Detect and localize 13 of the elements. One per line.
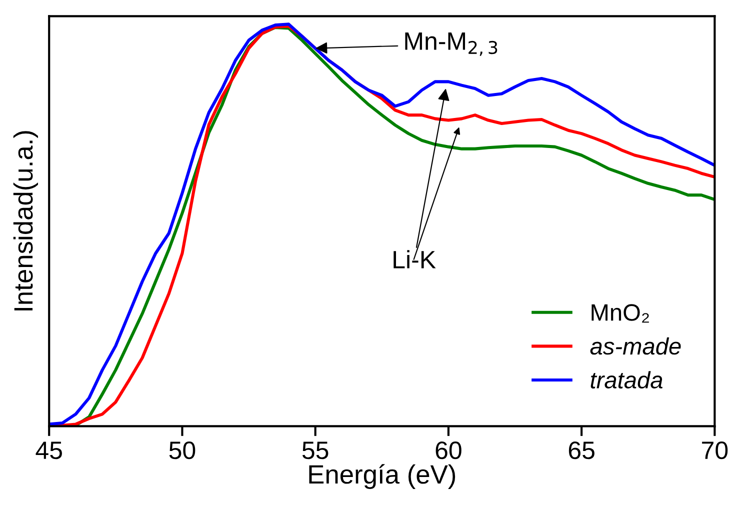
x-tick-label: 55 [302,442,328,460]
x-tick-label: 45 [36,442,62,460]
x-tick-label: 60 [436,441,462,460]
annotation: Li-K [394,250,436,268]
legend-label: as-made [590,337,681,355]
x-tick-label: 65 [568,441,594,460]
legend-label: tratada [590,371,662,389]
x-tick-label: 50 [169,441,196,460]
x-tick-label: 70 [702,441,728,460]
x-axis-title: Energía (eV) [309,464,456,490]
annotation: Mn-M$_{2,3}$ [405,32,498,56]
legend-label: MnO₂ [592,304,649,323]
y-axis-title: Intensidad(u.a.) [13,131,38,310]
